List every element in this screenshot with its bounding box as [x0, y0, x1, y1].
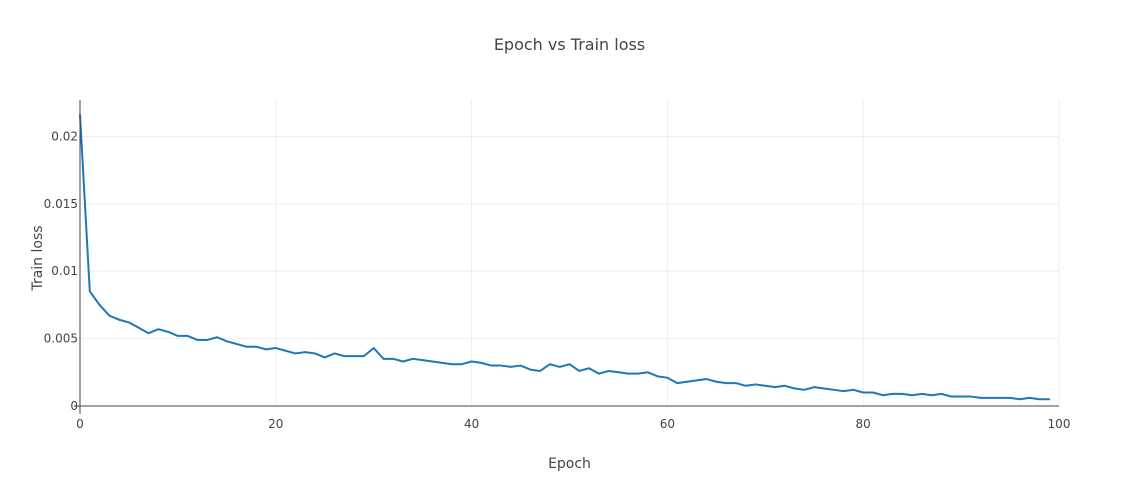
x-axis-title: Epoch — [548, 456, 591, 472]
y-tick-label: 0.005 — [44, 332, 78, 346]
x-tick-label: 80 — [856, 417, 871, 431]
x-tick-label: 60 — [660, 417, 675, 431]
x-tick-label: 20 — [268, 417, 283, 431]
y-tick-label: 0.02 — [51, 129, 78, 143]
chart-title: Epoch vs Train loss — [494, 35, 645, 54]
x-tick-label: 40 — [464, 417, 479, 431]
y-tick-label: 0 — [70, 399, 78, 413]
train-loss-line — [79, 113, 1051, 401]
y-tick-label: 0.01 — [51, 264, 78, 278]
x-tick-label: 100 — [1048, 417, 1071, 431]
tick-labels: 0 20 40 60 80 100 0 0.005 0.01 0.015 0.02 — [44, 129, 1071, 431]
gridlines — [80, 100, 1060, 406]
axes — [74, 100, 1059, 414]
y-axis-title: Train loss — [30, 225, 46, 291]
series-layer — [79, 113, 1051, 401]
y-tick-label: 0.015 — [44, 197, 78, 211]
x-tick-label: 0 — [76, 417, 84, 431]
